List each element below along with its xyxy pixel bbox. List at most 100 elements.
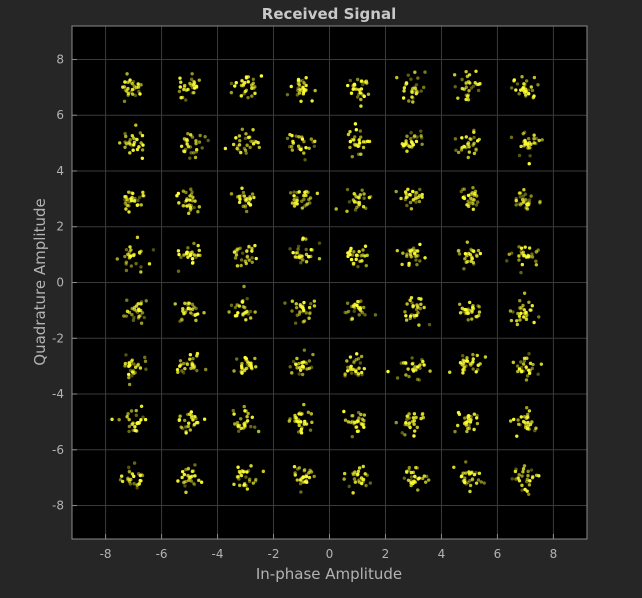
data-point xyxy=(237,200,242,205)
data-point xyxy=(234,136,238,140)
data-point xyxy=(180,369,184,373)
data-point xyxy=(304,361,309,366)
data-point xyxy=(522,291,527,295)
data-point xyxy=(394,420,398,425)
data-point xyxy=(359,412,363,417)
y-tick-label: 8 xyxy=(56,52,64,66)
data-point xyxy=(354,425,359,429)
data-point xyxy=(291,141,296,145)
data-point xyxy=(357,88,361,92)
data-point xyxy=(424,480,428,484)
data-point xyxy=(305,202,310,206)
data-point xyxy=(359,476,364,480)
data-point xyxy=(180,475,184,480)
data-point xyxy=(356,373,360,378)
data-point xyxy=(406,187,410,191)
data-point xyxy=(308,468,312,473)
data-point xyxy=(526,91,531,96)
data-point xyxy=(423,256,427,260)
data-point xyxy=(186,467,190,471)
data-point xyxy=(412,134,417,138)
data-point xyxy=(409,481,413,485)
data-point xyxy=(124,134,128,139)
data-point xyxy=(187,211,191,216)
data-point xyxy=(471,367,475,371)
data-point xyxy=(457,252,462,256)
data-point xyxy=(300,135,304,139)
data-point xyxy=(343,418,348,422)
data-point xyxy=(411,100,415,104)
data-point xyxy=(410,362,415,366)
data-point xyxy=(477,305,481,309)
data-point xyxy=(288,247,292,251)
data-point xyxy=(193,463,197,467)
data-point xyxy=(130,370,135,374)
data-point xyxy=(366,139,370,144)
data-point xyxy=(143,417,148,422)
data-point xyxy=(523,82,527,87)
data-point xyxy=(129,191,134,195)
data-point xyxy=(190,302,195,307)
data-point xyxy=(182,480,186,484)
data-point xyxy=(468,483,473,488)
data-point xyxy=(251,128,255,132)
data-point xyxy=(124,200,128,204)
data-point xyxy=(244,475,248,479)
data-point xyxy=(188,156,192,160)
data-point xyxy=(532,137,536,141)
data-point xyxy=(362,366,367,371)
data-point xyxy=(356,264,360,269)
data-point xyxy=(250,256,254,260)
data-point xyxy=(352,82,357,87)
data-point xyxy=(519,144,523,149)
data-point xyxy=(351,491,355,495)
data-point xyxy=(298,79,302,83)
data-point xyxy=(291,359,296,364)
data-point xyxy=(417,323,421,327)
data-point xyxy=(185,197,189,201)
data-point xyxy=(349,317,353,322)
data-point xyxy=(197,78,201,82)
data-point xyxy=(248,145,252,150)
data-point xyxy=(306,410,311,414)
data-point xyxy=(520,483,524,488)
data-point xyxy=(524,378,529,382)
data-point xyxy=(244,197,249,202)
data-point xyxy=(414,254,419,259)
data-point xyxy=(296,144,301,148)
data-point xyxy=(515,319,519,323)
data-point xyxy=(300,237,305,242)
data-point xyxy=(409,255,413,259)
data-point xyxy=(307,316,311,320)
data-point xyxy=(356,410,361,415)
data-point xyxy=(188,81,192,86)
data-point xyxy=(127,470,132,474)
data-point xyxy=(298,87,302,92)
data-point xyxy=(288,132,292,137)
data-point xyxy=(474,69,478,74)
data-point xyxy=(463,420,468,424)
data-point xyxy=(137,420,141,425)
data-point xyxy=(520,262,525,267)
data-point xyxy=(239,426,243,431)
data-point xyxy=(403,422,407,427)
data-point xyxy=(521,250,526,254)
data-point xyxy=(192,253,197,257)
data-point xyxy=(304,76,308,80)
data-point xyxy=(233,256,238,260)
data-point xyxy=(194,255,198,259)
data-point xyxy=(131,421,135,425)
data-point xyxy=(298,310,302,314)
data-point xyxy=(125,80,130,85)
data-point xyxy=(134,408,138,413)
data-point xyxy=(360,311,365,315)
data-point xyxy=(310,99,314,103)
data-point xyxy=(407,421,411,425)
data-point xyxy=(309,412,314,416)
data-point xyxy=(536,372,540,376)
data-point xyxy=(241,190,246,195)
data-point xyxy=(406,478,411,482)
data-point xyxy=(126,476,130,480)
data-point xyxy=(288,191,293,195)
